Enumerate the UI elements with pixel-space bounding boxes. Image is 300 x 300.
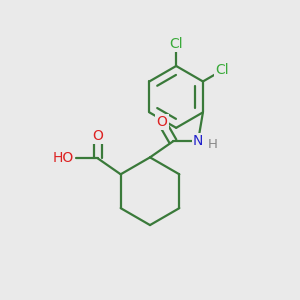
Text: O: O <box>157 115 167 129</box>
Text: O: O <box>92 129 103 143</box>
Text: H: H <box>208 138 218 152</box>
Text: N: N <box>193 134 203 148</box>
Text: Cl: Cl <box>215 63 229 77</box>
Text: HO: HO <box>53 151 74 165</box>
Text: Cl: Cl <box>169 37 183 51</box>
